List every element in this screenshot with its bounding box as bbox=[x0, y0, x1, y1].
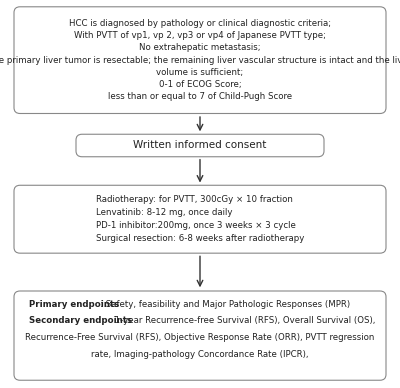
FancyBboxPatch shape bbox=[14, 291, 386, 380]
Text: Primary endpoints: Primary endpoints bbox=[29, 300, 120, 308]
Text: : Safety, feasibility and Major Pathologic Responses (MPR): : Safety, feasibility and Major Patholog… bbox=[100, 300, 350, 308]
Text: Written informed consent: Written informed consent bbox=[133, 140, 267, 151]
Text: rate, Imaging-pathology Concordance Rate (IPCR),: rate, Imaging-pathology Concordance Rate… bbox=[91, 350, 309, 359]
Text: Radiotherapy: for PVTT, 300cGy × 10 fraction
Lenvatinib: 8-12 mg, once daily
PD-: Radiotherapy: for PVTT, 300cGy × 10 frac… bbox=[96, 196, 304, 243]
FancyBboxPatch shape bbox=[76, 134, 324, 157]
FancyBboxPatch shape bbox=[14, 185, 386, 253]
FancyBboxPatch shape bbox=[14, 7, 386, 113]
Text: : 1-year Recurrence-free Survival (RFS), Overall Survival (OS),: : 1-year Recurrence-free Survival (RFS),… bbox=[109, 316, 376, 325]
Text: Recurrence-Free Survival (RFS), Objective Response Rate (ORR), PVTT regression: Recurrence-Free Survival (RFS), Objectiv… bbox=[25, 333, 375, 342]
Text: Secondary endpoints: Secondary endpoints bbox=[29, 316, 132, 325]
Text: HCC is diagnosed by pathology or clinical diagnostic criteria;
With PVTT of vp1,: HCC is diagnosed by pathology or clinica… bbox=[0, 19, 400, 101]
